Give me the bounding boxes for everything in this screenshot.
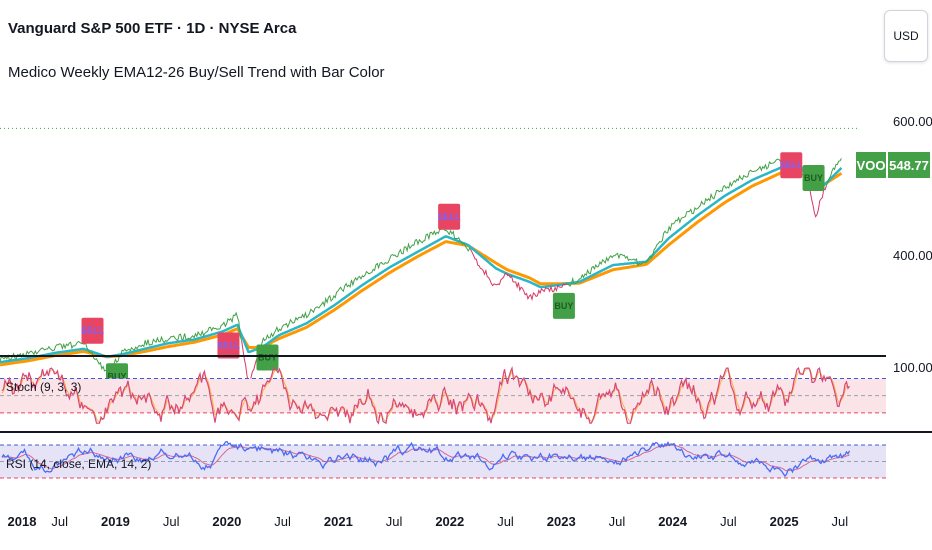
buy-signal-box: BUY — [256, 344, 279, 371]
sell-signal-label: SELL — [81, 326, 105, 336]
time-axis-tick: Jul — [497, 514, 514, 529]
buy-signal-rect — [256, 344, 279, 371]
time-axis-tick: 2020 — [212, 514, 241, 529]
price-axis-tick: 600.00 — [893, 114, 932, 129]
stoch-k-line — [1, 365, 850, 425]
time-axis-tick: Jul — [609, 514, 626, 529]
sell-signal-label: SELL — [438, 212, 462, 222]
buy-signal-rect — [802, 164, 825, 191]
time-axis-tick: 2025 — [770, 514, 799, 529]
rsi-pane — [0, 440, 886, 479]
time-axis-tick: Jul — [386, 514, 403, 529]
price-axis-tick: 400.00 — [893, 248, 932, 263]
time-axis-tick: 2023 — [547, 514, 576, 529]
labels: Stoch (9, 3, 3) RSI (14, close, EMA, 14,… — [6, 380, 151, 471]
time-axis-tick: Jul — [720, 514, 737, 529]
chart-title: Vanguard S&P 500 ETF · 1D · NYSE Arca — [8, 20, 297, 37]
time-axis-tick: Jul — [51, 514, 68, 529]
time-axis-tick: 2019 — [101, 514, 130, 529]
last-price-tag: 548.77 — [888, 152, 930, 178]
time-axis-tick: 2022 — [435, 514, 464, 529]
time-axis-tick: 2021 — [324, 514, 353, 529]
buy-signal-label: BUY — [258, 353, 277, 363]
time-axis-tick: Jul — [274, 514, 291, 529]
price-line-up — [826, 158, 842, 186]
sell-signal-box: SELL — [81, 317, 105, 344]
rsi-pane-label: RSI (14, close, EMA, 14, 2) — [6, 457, 151, 471]
sell-signal-box: SELL — [438, 203, 462, 230]
sell-signal-rect — [438, 203, 461, 230]
indicator-title: Medico Weekly EMA12-26 Buy/Sell Trend wi… — [8, 64, 385, 81]
rsi-ma-line — [1, 444, 850, 472]
sell-signal-label: SELL — [780, 160, 804, 170]
symbol-tag: VOO — [856, 152, 886, 178]
time-axis-tick: 2018 — [8, 514, 37, 529]
price-line-up — [260, 227, 472, 349]
price-line-up — [0, 311, 243, 373]
sell-signal-rect — [217, 332, 240, 359]
buy-signal-label: BUY — [108, 371, 127, 381]
ema-slow-line — [0, 165, 843, 367]
time-axis-tick: 2024 — [658, 514, 688, 529]
time-axis-tick: Jul — [163, 514, 180, 529]
symbol-tag-text: VOO — [857, 158, 886, 173]
price-line-down — [470, 249, 568, 302]
stoch-pane — [0, 365, 886, 425]
buy-signal-box: BUY — [552, 292, 575, 319]
last-price-tag-bg — [888, 152, 930, 178]
sell-signal-box: SELL — [217, 332, 241, 359]
sell-signal-label: SELL — [217, 340, 241, 350]
buy-signal-box: BUY — [802, 164, 825, 191]
ema-fast-line — [0, 161, 843, 364]
stoch-pane-label: Stoch (9, 3, 3) — [6, 380, 81, 394]
buy-signal-label: BUY — [554, 301, 573, 311]
sell-signal-box: SELL — [780, 152, 804, 179]
stoch-axis-tick: 100.00 — [893, 360, 932, 375]
buy-signal-rect — [552, 292, 575, 319]
last-price-tag-text: 548.77 — [889, 158, 929, 173]
time-axis-tick: Jul — [832, 514, 849, 529]
axes: 600.00 400.00 100.00 2018 Jul 2019 Jul 2020 Jul 2… — [0, 114, 932, 529]
currency-button[interactable]: USD — [884, 10, 928, 62]
buy-signal-label: BUY — [804, 173, 823, 183]
rsi-line — [1, 440, 851, 478]
symbol-tag-bg — [856, 152, 886, 178]
sell-signal-rect — [81, 317, 104, 344]
sell-signal-rect — [780, 152, 803, 179]
price-line-up — [566, 155, 804, 287]
